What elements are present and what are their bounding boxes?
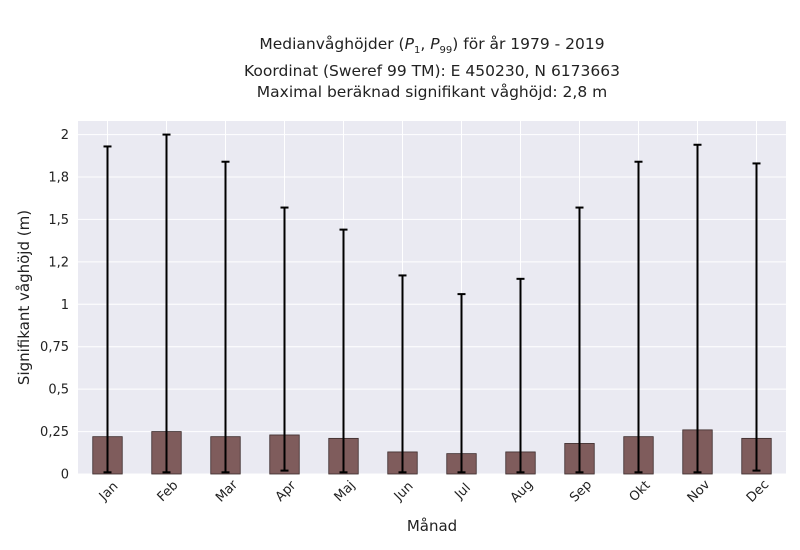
x-tick-label: Sep: [567, 478, 595, 506]
x-tick-label: Aug: [508, 477, 537, 506]
x-axis-ticks: Jan Feb Mar Apr Maj Jun Jul Aug Sep Okt Nov Dec: [96, 477, 772, 506]
y-tick-label: 1,5: [48, 213, 69, 228]
chart-title-line-3: Maximal beräknad signifikant våghöjd: 2,…: [256, 83, 608, 102]
y-tick-label: 2: [61, 128, 69, 143]
x-tick-label: Apr: [273, 478, 300, 505]
error-bar-okt: [634, 160, 643, 474]
y-tick-label: 0,75: [40, 340, 69, 355]
y-axis-label: Signifikant våghöjd (m): [15, 210, 33, 385]
x-tick-label: Feb: [155, 478, 182, 505]
error-bar-dec: [752, 162, 761, 472]
error-bar-mar: [221, 160, 230, 474]
error-bar-aug: [516, 277, 525, 474]
y-tick-label: 1: [61, 298, 69, 313]
x-tick-label: Okt: [627, 478, 654, 505]
error-bar-apr: [280, 206, 289, 472]
error-bars: [103, 133, 761, 474]
chart-title-line-1: Medianvåghöjder (P1, P99) för år 1979 - …: [259, 35, 605, 57]
y-axis-ticks: 0 0,25 0,5 0,75 1 1,2 1,5 1,8 2: [40, 128, 69, 482]
error-bar-feb: [162, 133, 171, 474]
x-tick-label: Jan: [96, 479, 121, 504]
error-bar-jul: [457, 293, 466, 474]
error-bar-jan: [103, 145, 112, 474]
chart-title: Medianvåghöjder (P1, P99) för år 1979 - …: [78, 34, 786, 103]
chart-title-line-2: Koordinat (Sweref 99 TM): E 450230, N 61…: [244, 62, 620, 81]
y-tick-label: 1,2: [48, 255, 69, 270]
y-tick-label: 0,5: [48, 383, 69, 398]
plot-area: [78, 121, 786, 474]
error-bar-sep: [575, 206, 584, 474]
error-bar-jun: [398, 274, 407, 474]
x-tick-label: Maj: [332, 478, 359, 505]
error-bar-nov: [693, 143, 702, 474]
y-tick-label: 1,8: [48, 171, 69, 186]
x-tick-label: Jun: [391, 479, 417, 505]
error-bar-maj: [339, 228, 348, 474]
x-tick-label: Dec: [744, 477, 772, 505]
x-axis-label: Månad: [407, 517, 457, 535]
x-tick-label: Jul: [451, 481, 473, 503]
y-tick-label: 0,25: [40, 425, 69, 440]
x-tick-label: Nov: [685, 477, 714, 506]
x-tick-label: Mar: [213, 477, 241, 505]
y-tick-label: 0: [61, 468, 69, 483]
